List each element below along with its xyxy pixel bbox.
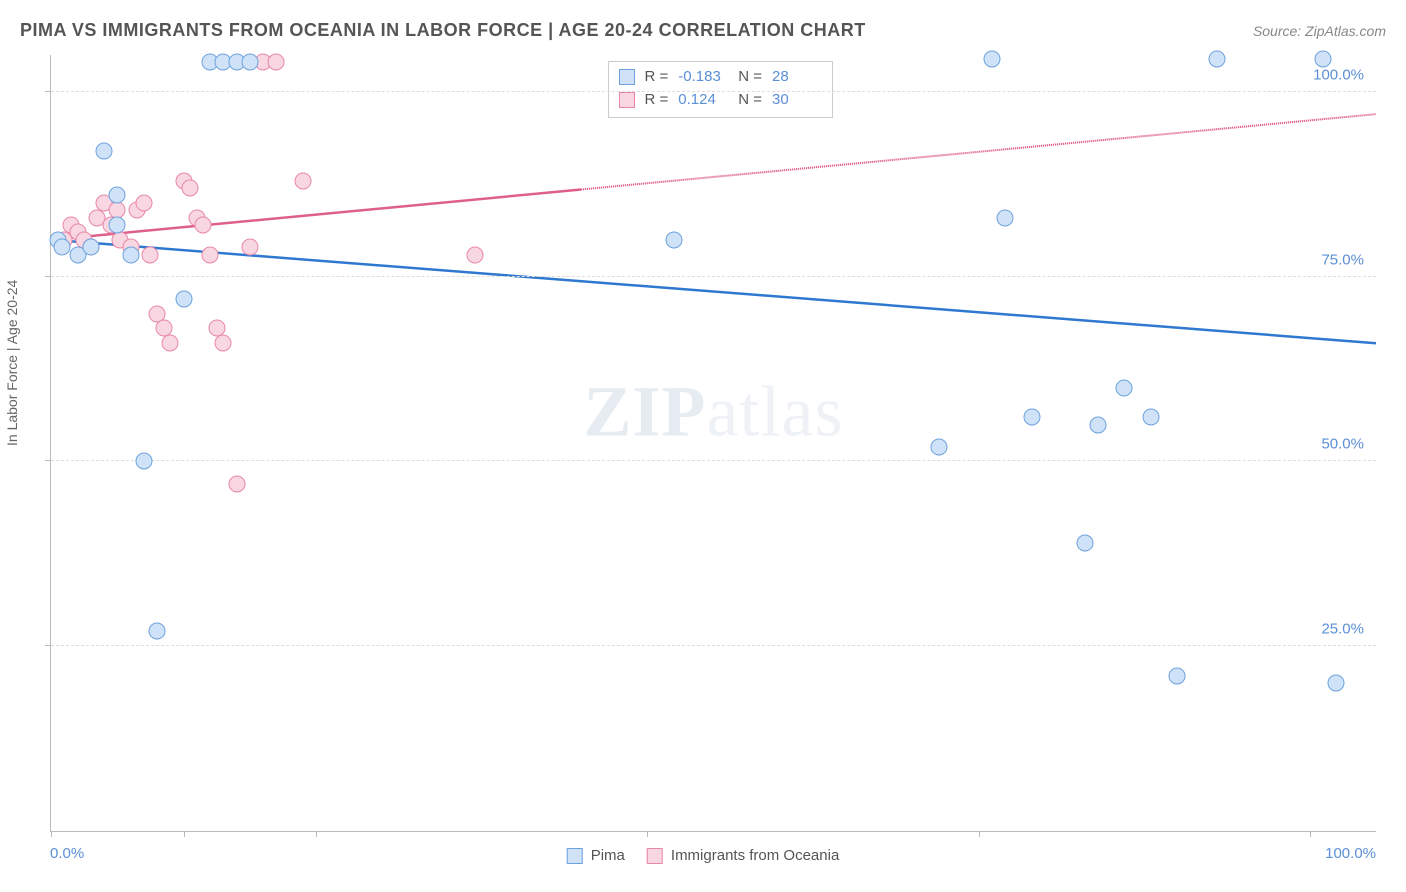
data-point bbox=[1076, 534, 1093, 551]
data-point bbox=[162, 335, 179, 352]
x-tick bbox=[647, 831, 648, 837]
x-axis-zero-label: 0.0% bbox=[50, 845, 84, 862]
data-point bbox=[202, 246, 219, 263]
data-point bbox=[1209, 50, 1226, 67]
legend-item-pima: Pima bbox=[567, 847, 625, 864]
x-tick bbox=[316, 831, 317, 837]
legend-label-pima: Pima bbox=[591, 847, 625, 864]
watermark-bold: ZIP bbox=[584, 371, 707, 451]
data-point bbox=[1089, 416, 1106, 433]
data-point bbox=[96, 143, 113, 160]
legend-item-oceania: Immigrants from Oceania bbox=[647, 847, 839, 864]
data-point bbox=[135, 453, 152, 470]
data-point bbox=[109, 216, 126, 233]
data-point bbox=[241, 239, 258, 256]
source-label: Source: ZipAtlas.com bbox=[1253, 23, 1386, 39]
data-point bbox=[1315, 50, 1332, 67]
data-point bbox=[241, 54, 258, 71]
data-point bbox=[195, 216, 212, 233]
data-point bbox=[149, 623, 166, 640]
data-point bbox=[182, 180, 199, 197]
watermark-rest: atlas bbox=[707, 371, 844, 451]
data-point bbox=[175, 290, 192, 307]
data-point bbox=[228, 475, 245, 492]
r-label: R = bbox=[645, 66, 669, 89]
y-tick bbox=[45, 91, 51, 92]
data-point bbox=[1169, 667, 1186, 684]
data-point bbox=[1328, 675, 1345, 692]
data-point bbox=[930, 438, 947, 455]
x-tick bbox=[1310, 831, 1311, 837]
header-row: PIMA VS IMMIGRANTS FROM OCEANIA IN LABOR… bbox=[20, 20, 1386, 41]
data-point bbox=[53, 239, 70, 256]
data-point bbox=[997, 209, 1014, 226]
correlation-chart: PIMA VS IMMIGRANTS FROM OCEANIA IN LABOR… bbox=[0, 0, 1406, 892]
y-tick bbox=[45, 276, 51, 277]
data-point bbox=[1142, 409, 1159, 426]
data-point bbox=[142, 246, 159, 263]
x-tick bbox=[51, 831, 52, 837]
r-value-pima: -0.183 bbox=[678, 66, 728, 89]
legend-swatch-oceania bbox=[619, 92, 635, 108]
data-point bbox=[215, 335, 232, 352]
data-point bbox=[82, 239, 99, 256]
gridline bbox=[51, 276, 1376, 277]
n-value-pima: 28 bbox=[772, 66, 822, 89]
y-tick-label: 50.0% bbox=[1321, 436, 1364, 453]
y-tick bbox=[45, 645, 51, 646]
data-point bbox=[122, 246, 139, 263]
gridline bbox=[51, 460, 1376, 461]
data-point bbox=[268, 54, 285, 71]
data-point bbox=[665, 231, 682, 248]
bottom-legend: Pima Immigrants from Oceania bbox=[567, 847, 840, 864]
n-label: N = bbox=[738, 66, 762, 89]
x-axis-hundred-label: 100.0% bbox=[1325, 845, 1376, 862]
data-point bbox=[1116, 379, 1133, 396]
x-tick bbox=[979, 831, 980, 837]
gridline bbox=[51, 91, 1376, 92]
r-legend-row-pima: R = -0.183 N = 28 bbox=[619, 66, 823, 89]
y-tick bbox=[45, 460, 51, 461]
legend-swatch-icon bbox=[647, 848, 663, 864]
plot-area: ZIPatlas R = -0.183 N = 28 R = 0.124 N =… bbox=[50, 55, 1376, 832]
data-point bbox=[467, 246, 484, 263]
legend-label-oceania: Immigrants from Oceania bbox=[671, 847, 839, 864]
data-point bbox=[109, 187, 126, 204]
data-point bbox=[983, 50, 1000, 67]
y-axis-title: In Labor Force | Age 20-24 bbox=[4, 280, 20, 446]
data-point bbox=[294, 172, 311, 189]
legend-swatch-pima bbox=[619, 69, 635, 85]
y-tick-label: 75.0% bbox=[1321, 251, 1364, 268]
r-legend-box: R = -0.183 N = 28 R = 0.124 N = 30 bbox=[608, 61, 834, 118]
y-tick-label: 25.0% bbox=[1321, 621, 1364, 638]
watermark: ZIPatlas bbox=[584, 370, 844, 453]
legend-swatch-icon bbox=[567, 848, 583, 864]
chart-title: PIMA VS IMMIGRANTS FROM OCEANIA IN LABOR… bbox=[20, 20, 866, 41]
data-point bbox=[1023, 409, 1040, 426]
trend-lines bbox=[51, 55, 1376, 831]
data-point bbox=[135, 194, 152, 211]
x-tick bbox=[184, 831, 185, 837]
y-tick-label: 100.0% bbox=[1313, 66, 1364, 83]
gridline bbox=[51, 645, 1376, 646]
